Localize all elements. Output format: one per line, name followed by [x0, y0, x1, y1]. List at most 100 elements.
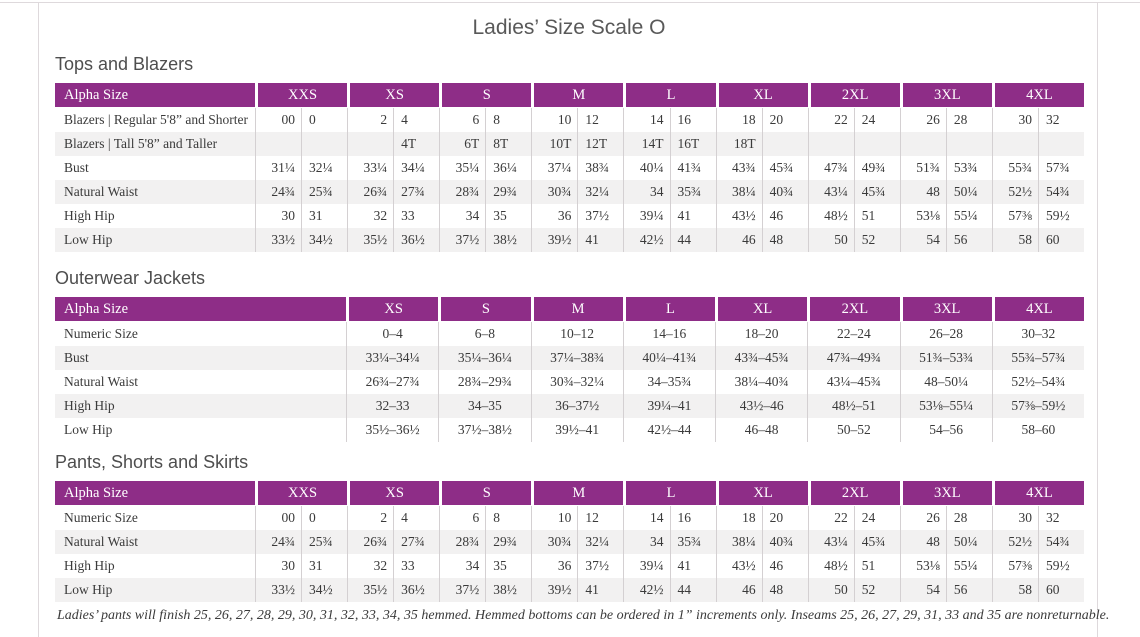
row-label: High Hip: [64, 208, 115, 223]
size-cell: 36¼: [485, 156, 531, 180]
row-label: Blazers | Regular 5'8” and Shorter: [64, 112, 248, 127]
size-cell: 35½: [347, 578, 394, 602]
size-cell: 48½: [807, 204, 854, 228]
size-cell: 55¾: [991, 156, 1038, 180]
column-header-size: 4XL: [991, 83, 1084, 107]
size-cell: 48: [761, 578, 808, 602]
size-cell: 43¾: [715, 156, 762, 180]
size-cell: 29¾: [485, 530, 532, 554]
size-cell: 40¼: [623, 156, 669, 180]
row-label: Low Hip: [64, 422, 113, 437]
size-cell: 35½: [347, 228, 394, 252]
size-cell: 46: [715, 578, 762, 602]
size-cell: 0: [301, 108, 347, 132]
size-cell: 32¼: [577, 530, 624, 554]
size-cell: 51: [853, 554, 900, 578]
row-label: Numeric Size: [64, 326, 138, 341]
size-cell: 18: [715, 108, 762, 132]
size-cell: 33¼: [347, 156, 393, 180]
size-cell: 32¼: [577, 180, 624, 204]
size-cell: 48–50¼: [899, 370, 992, 394]
size-cell: 53⅛: [899, 554, 946, 578]
size-cell: 6T: [439, 132, 486, 156]
size-cell: 22: [807, 108, 854, 132]
size-cell: 36: [531, 554, 577, 578]
size-cell: 33¼–34¼: [346, 346, 439, 370]
size-cell: 27¾: [393, 530, 440, 554]
size-cell: 53⅛–55¼: [899, 394, 992, 418]
size-cell: 35¼–36¼: [438, 346, 531, 370]
size-cell: 40¾: [761, 530, 808, 554]
column-header-size: 2XL: [807, 481, 900, 505]
section-heading-tops-and-blazers: Tops and Blazers: [55, 54, 194, 74]
column-header-size: XS: [347, 83, 440, 107]
size-cell: 32: [1037, 506, 1084, 530]
row-label: Bust: [64, 160, 89, 175]
size-cell: 60: [1037, 228, 1084, 252]
size-cell: 31¼: [255, 156, 301, 180]
page-title: Ladies’ Size Scale O: [472, 16, 666, 39]
size-cell: 8: [485, 108, 531, 132]
size-cell: 30: [991, 506, 1038, 530]
size-cell: 35½–36½: [346, 418, 438, 442]
size-cell: 36–37½: [530, 394, 623, 418]
size-cell: 38¼–40¾: [715, 370, 807, 394]
size-cell: 26¾–27¾: [346, 370, 438, 394]
size-cell: 55¼: [945, 554, 992, 578]
size-cell: 14–16: [622, 322, 715, 346]
size-cell: 0: [301, 506, 347, 530]
size-cell: [991, 132, 1038, 156]
size-cell: 20: [761, 506, 808, 530]
size-cell: 36½: [393, 228, 440, 252]
size-cell: 48: [899, 530, 946, 554]
size-cell: 52½: [991, 180, 1038, 204]
size-cell: 30¾: [531, 180, 578, 204]
page-top-rule: [0, 2, 1140, 3]
size-cell: 46–48: [715, 418, 807, 442]
size-cell: 58: [991, 228, 1038, 252]
size-cell: 52½–54¾: [991, 370, 1084, 394]
size-cell: 36½: [393, 578, 440, 602]
size-cell: 56: [945, 228, 992, 252]
size-cell: 49¾: [853, 156, 900, 180]
size-cell: 38¼: [715, 530, 762, 554]
size-cell: 10–12: [530, 322, 623, 346]
size-cell: 30–32: [991, 322, 1084, 346]
size-cell: 57⅜: [991, 554, 1038, 578]
column-header-alpha-size: Alpha Size: [55, 481, 255, 505]
size-cell: 25¾: [301, 530, 348, 554]
size-cell: 41: [577, 228, 624, 252]
size-cell: 41: [669, 554, 716, 578]
size-cell: 24: [853, 108, 900, 132]
size-cell: 33½: [255, 228, 302, 252]
size-cell: 18–20: [715, 322, 807, 346]
column-header-size: S: [439, 83, 532, 107]
size-cell: 43¼: [807, 530, 854, 554]
size-cell: 10T: [531, 132, 578, 156]
column-header-size: M: [531, 481, 624, 505]
size-cell: 60: [1037, 578, 1084, 602]
size-cell: 28¾: [439, 530, 486, 554]
size-cell: 47¾–49¾: [807, 346, 900, 370]
size-cell: 57¾: [1037, 156, 1084, 180]
size-cell: 4: [393, 108, 439, 132]
size-cell: 44: [669, 228, 716, 252]
size-cell: 12: [577, 506, 623, 530]
size-cell: 14T: [623, 132, 670, 156]
column-header-size: S: [438, 297, 531, 321]
size-cell: [761, 132, 808, 156]
column-header-size: XS: [346, 297, 439, 321]
size-cell: 55¼: [945, 204, 992, 228]
size-cell: 43¼: [807, 180, 854, 204]
section-pants-shorts-skirts: Pants, Shorts and Skirts Alpha Size XXS XS…: [55, 452, 1084, 602]
column-header-size: 4XL: [991, 297, 1084, 321]
hemming-footnote: Ladies’ pants will finish 25, 26, 27, 28…: [57, 608, 1110, 623]
size-cell: 8T: [485, 132, 532, 156]
size-cell: 45¾: [853, 530, 900, 554]
row-label: Low Hip: [55, 578, 255, 602]
column-header-size: L: [623, 481, 716, 505]
size-cell: 43¾–45¾: [715, 346, 808, 370]
size-cell: 39½–41: [530, 418, 623, 442]
size-cell: 18T: [715, 132, 762, 156]
size-cell: 42½–44: [622, 418, 715, 442]
